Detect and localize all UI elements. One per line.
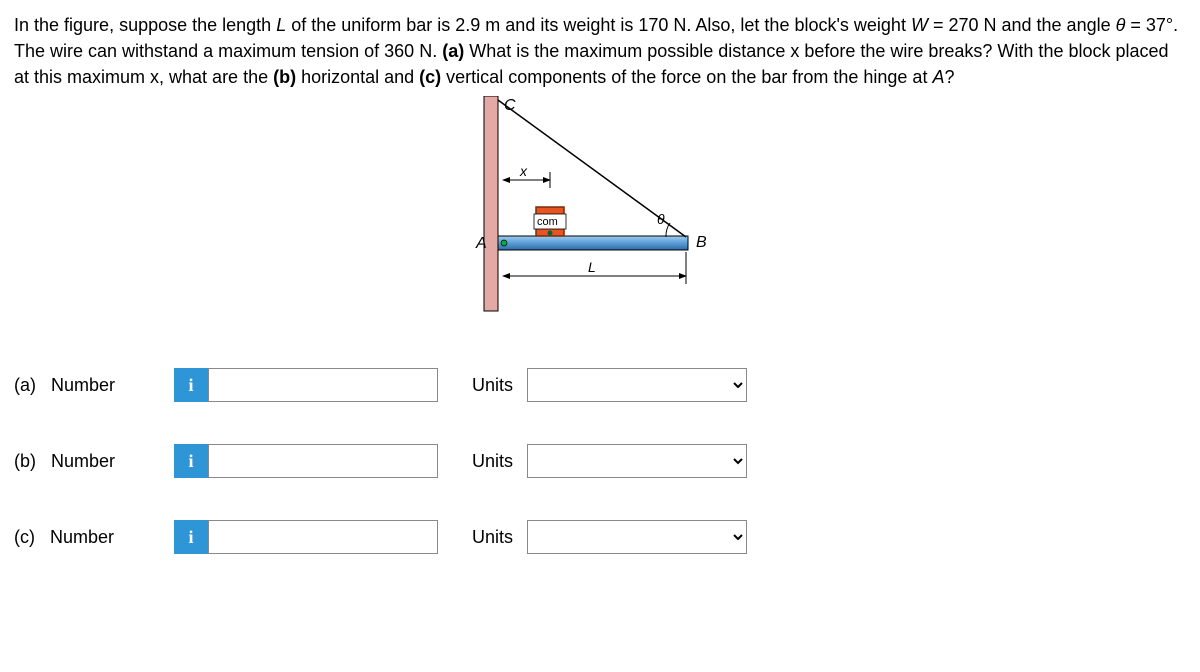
- info-button-b[interactable]: i: [174, 444, 208, 478]
- label-theta: θ: [657, 211, 665, 227]
- info-button-a[interactable]: i: [174, 368, 208, 402]
- label-com: com: [537, 216, 558, 228]
- units-label-b: Units: [472, 451, 513, 472]
- part-a-bold: (a): [442, 41, 464, 61]
- part-label-b: (b) Number: [14, 451, 174, 472]
- text: horizontal and: [296, 67, 419, 87]
- point-A: A: [932, 67, 944, 87]
- label-x: x: [519, 163, 528, 179]
- part-b-bold: (b): [273, 67, 296, 87]
- text: vertical components of the force on the …: [441, 67, 932, 87]
- number-input-b[interactable]: [208, 444, 438, 478]
- label-B: B: [696, 234, 707, 251]
- units-select-a[interactable]: [527, 368, 747, 402]
- answer-row-c: (c) Number i Units: [14, 520, 1186, 554]
- figure: θ com x L C A B: [14, 96, 1186, 326]
- label-L: L: [588, 259, 596, 275]
- label-A: A: [475, 235, 487, 252]
- text: In the figure, suppose the length: [14, 15, 276, 35]
- part-c-bold: (c): [419, 67, 441, 87]
- number-input-a[interactable]: [208, 368, 438, 402]
- units-label-c: Units: [472, 527, 513, 548]
- answer-row-b: (b) Number i Units: [14, 444, 1186, 478]
- part-label-a: (a) Number: [14, 375, 174, 396]
- problem-statement: In the figure, suppose the length L of t…: [14, 12, 1186, 90]
- var-W: W: [911, 15, 928, 35]
- answer-row-a: (a) Number i Units: [14, 368, 1186, 402]
- var-L: L: [276, 15, 286, 35]
- part-label-c: (c) Number: [14, 527, 174, 548]
- text: of the uniform bar is 2.9 m and its weig…: [286, 15, 911, 35]
- units-select-c[interactable]: [527, 520, 747, 554]
- label-C: C: [504, 97, 516, 114]
- number-input-c[interactable]: [208, 520, 438, 554]
- info-button-c[interactable]: i: [174, 520, 208, 554]
- units-label-a: Units: [472, 375, 513, 396]
- diagram-svg: θ com x L C A B: [470, 96, 730, 326]
- text: = 270 N and the angle: [928, 15, 1116, 35]
- text: ?: [944, 67, 954, 87]
- units-select-b[interactable]: [527, 444, 747, 478]
- var-theta: θ: [1116, 15, 1126, 35]
